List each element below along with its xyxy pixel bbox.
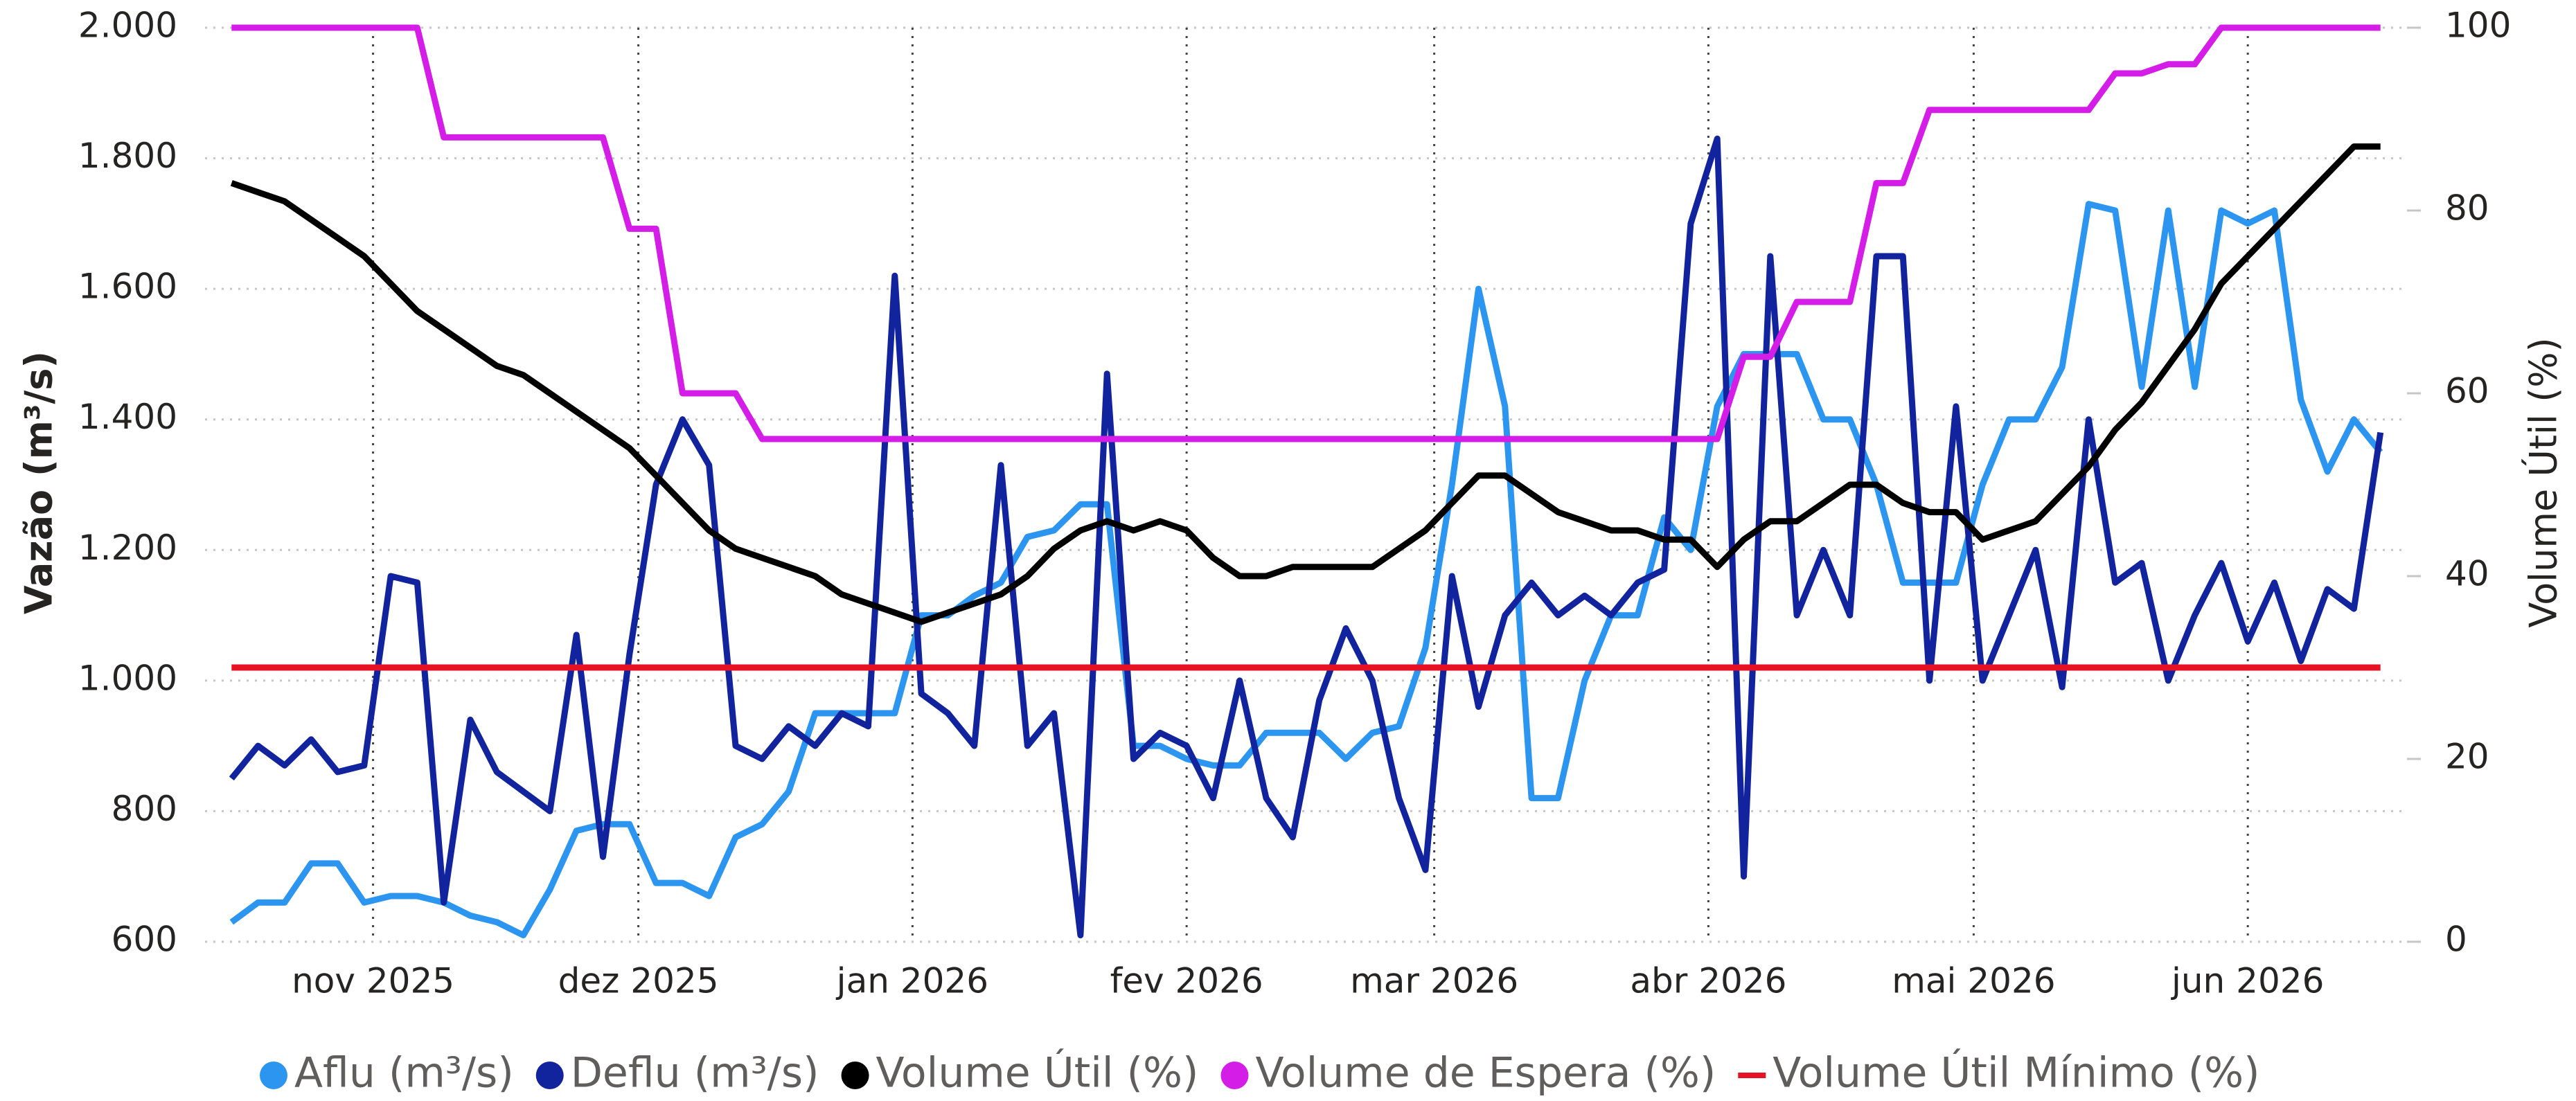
legend-marker bbox=[260, 1062, 287, 1089]
series-line bbox=[230, 143, 2381, 625]
y-tick-label: 1.200 bbox=[78, 528, 177, 568]
y-tick-label: 2.000 bbox=[78, 6, 177, 46]
x-tick-label: abr 2026 bbox=[1630, 961, 1786, 1001]
y-tick-label: 800 bbox=[112, 789, 177, 829]
x-tick-label: dez 2025 bbox=[558, 961, 719, 1001]
x-tick-label: nov 2025 bbox=[292, 961, 454, 1001]
series-line bbox=[229, 135, 2384, 939]
legend-label: Volume Útil Mínimo (%) bbox=[1773, 1048, 2259, 1098]
legend-label: Volume de Espera (%) bbox=[1255, 1049, 1716, 1098]
y2-tick-label: 60 bbox=[2445, 371, 2489, 411]
x-tick-label: mar 2026 bbox=[1350, 961, 1518, 1001]
y-tick-label: 1.800 bbox=[78, 136, 177, 176]
legend-marker bbox=[841, 1062, 869, 1089]
y-tick-label: 1.600 bbox=[78, 267, 177, 307]
legend-label: Volume Útil (%) bbox=[876, 1048, 1199, 1098]
y2-tick-label: 80 bbox=[2445, 188, 2489, 229]
legend-marker bbox=[1220, 1062, 1249, 1089]
y2-tick-label: 100 bbox=[2445, 6, 2511, 46]
y-tick-label: 1.400 bbox=[78, 397, 177, 437]
y2-axis-title: Volume Útil (%) bbox=[2522, 337, 2566, 627]
y-tick-label: 600 bbox=[112, 920, 177, 960]
series-line bbox=[231, 24, 2381, 442]
y2-tick-label: 0 bbox=[2445, 920, 2467, 960]
y-axis-title: Vazão (m³/s) bbox=[17, 351, 61, 614]
series-line bbox=[229, 201, 2383, 939]
legend-marker bbox=[535, 1062, 564, 1089]
legend-label: Deflu (m³/s) bbox=[571, 1049, 819, 1098]
x-tick-label: jan 2026 bbox=[836, 961, 988, 1001]
legend-label: Aflu (m³/s) bbox=[294, 1049, 514, 1098]
y2-tick-label: 20 bbox=[2445, 737, 2489, 777]
y2-tick-label: 40 bbox=[2445, 554, 2489, 594]
x-tick-label: jun 2026 bbox=[2171, 961, 2324, 1001]
y-tick-label: 1.000 bbox=[78, 658, 177, 698]
x-tick-label: mai 2026 bbox=[1892, 961, 2055, 1001]
x-tick-label: fev 2026 bbox=[1110, 961, 1263, 1001]
